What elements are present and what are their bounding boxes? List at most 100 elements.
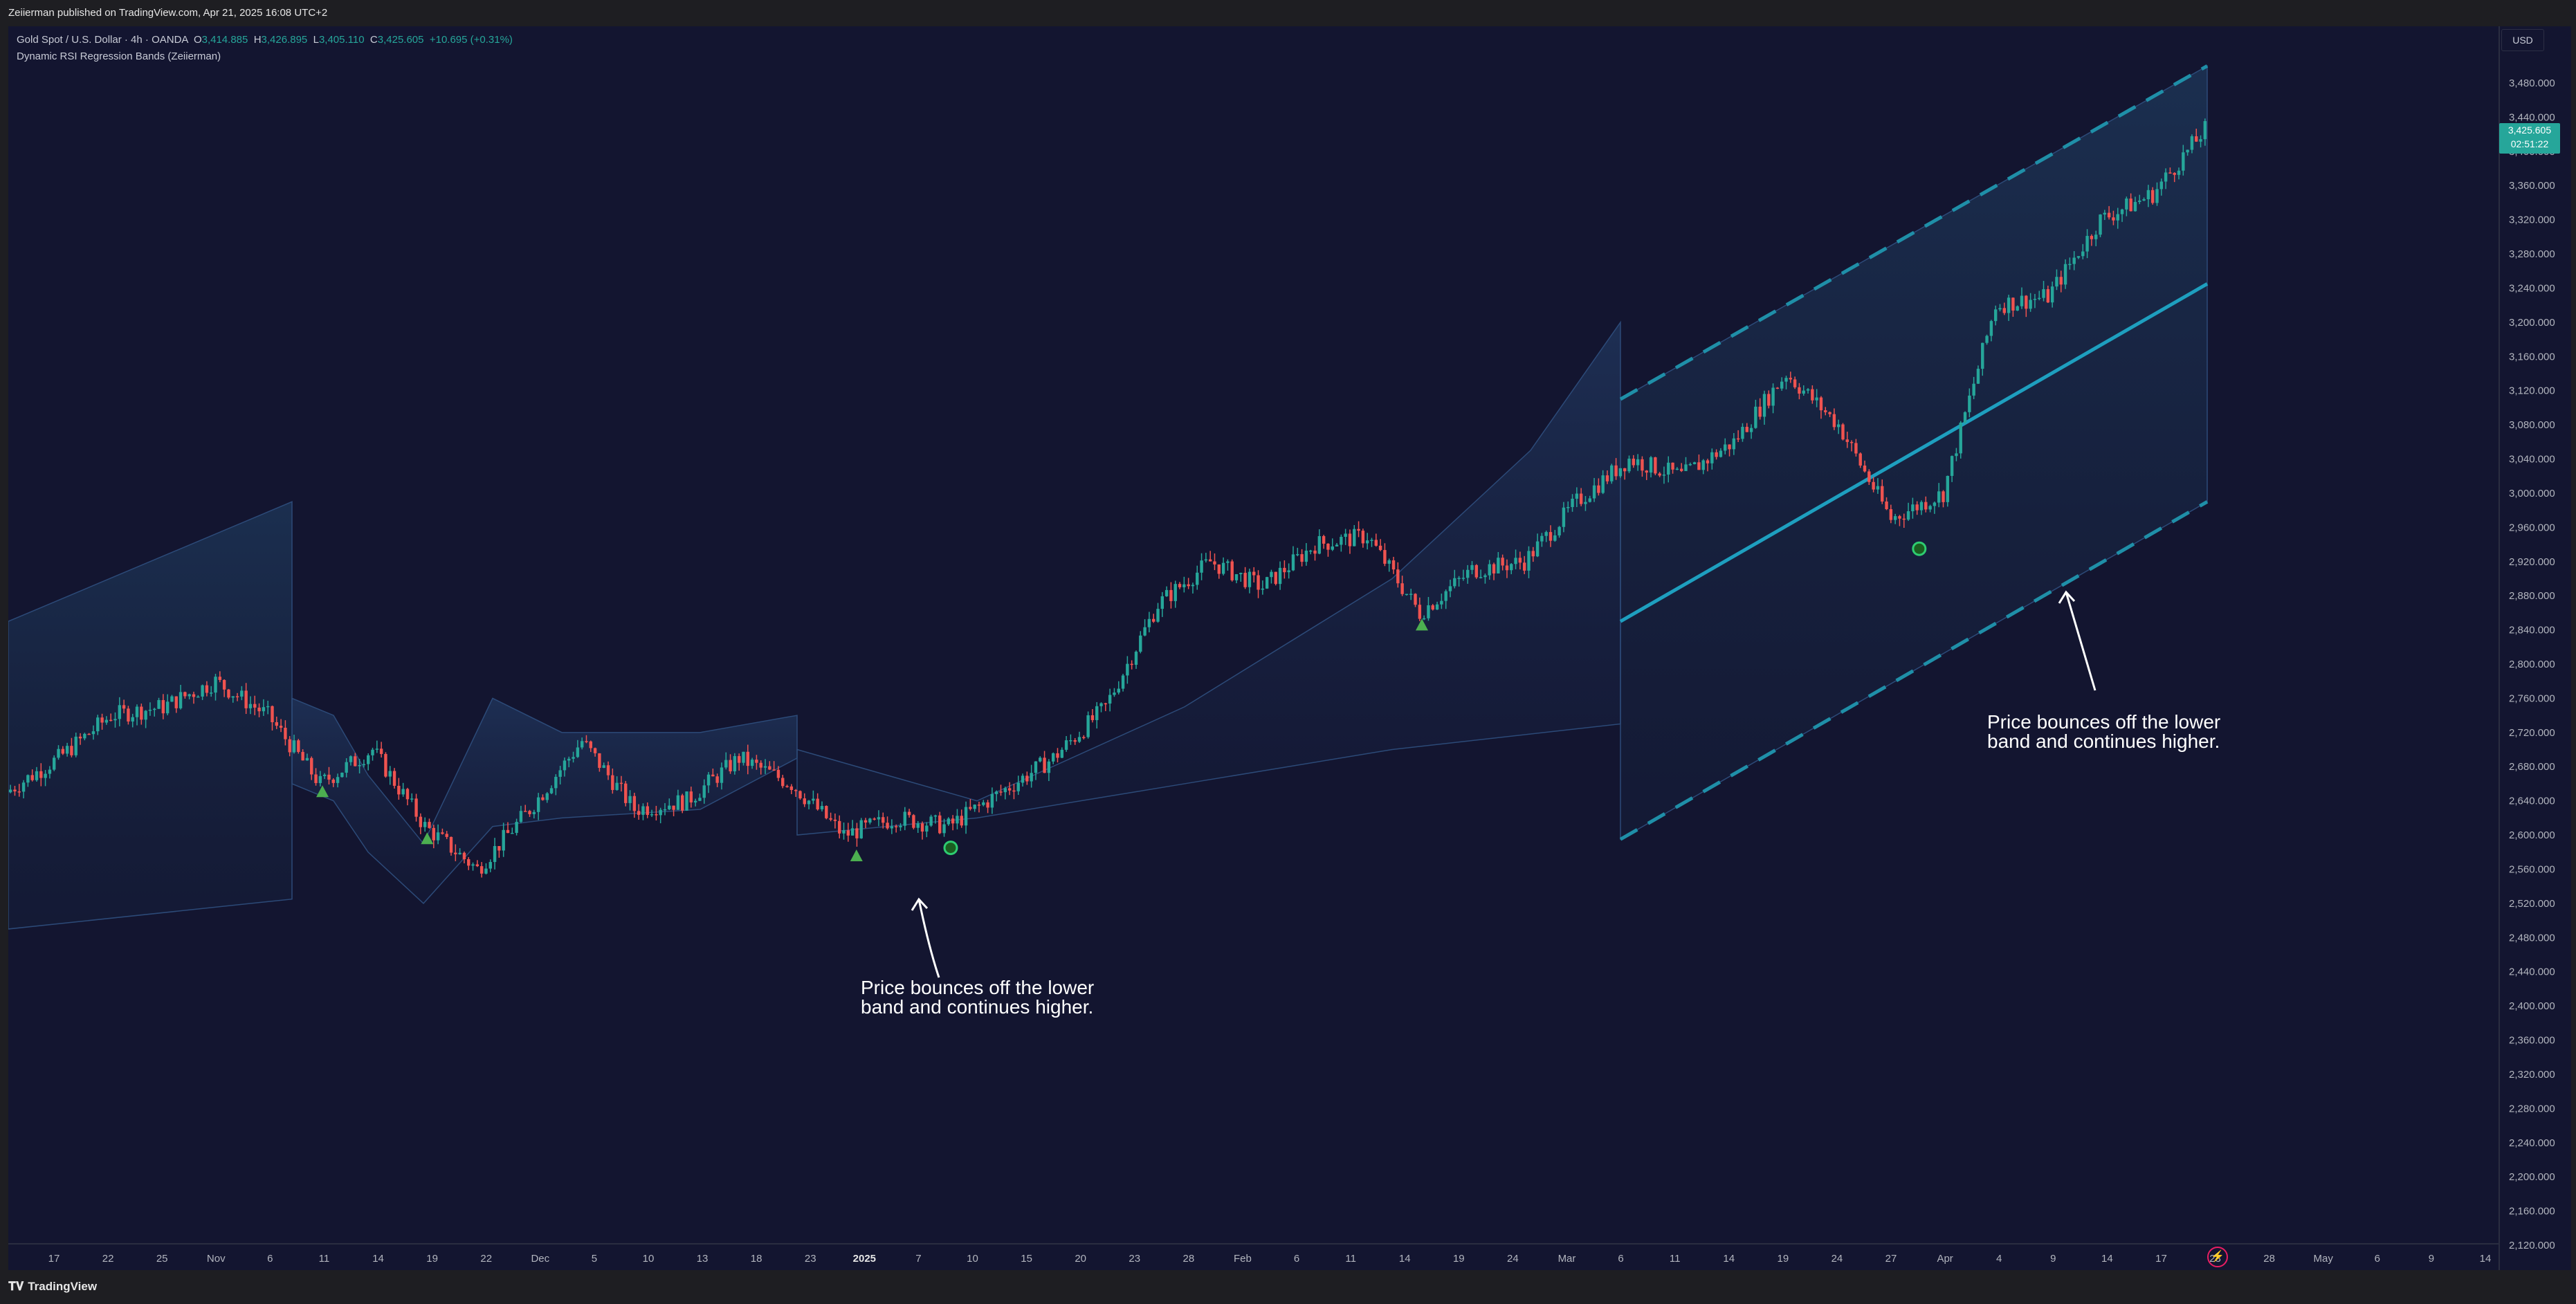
candle-body <box>1361 531 1365 544</box>
flash-icon[interactable]: ⚡ <box>2207 1247 2228 1267</box>
candle-body <box>1824 410 1827 412</box>
price-axis-label: 3,320.000 <box>2509 214 2555 226</box>
candle-body <box>493 846 497 863</box>
candle-body <box>327 774 331 780</box>
candle-body <box>1819 397 1823 411</box>
candle-body <box>1291 554 1295 571</box>
candle-body <box>938 815 942 834</box>
time-axis-label: 14 <box>2101 1253 2113 1265</box>
candle-body <box>161 700 165 714</box>
candle-body <box>1016 782 1020 791</box>
candle-body <box>2103 212 2107 215</box>
candle-body <box>1466 569 1470 578</box>
candle-body <box>868 818 872 823</box>
candle-body <box>144 710 147 720</box>
candle-body <box>1540 535 1544 542</box>
candle-body <box>1736 438 1740 440</box>
signal-triangle-icon <box>1416 618 1428 631</box>
symbol-label[interactable]: Gold Spot / U.S. Dollar · 4h · OANDA <box>17 34 188 46</box>
candle-body <box>1793 379 1797 387</box>
candle-body <box>1522 562 1526 571</box>
candle-body <box>1989 321 1993 336</box>
candle-body <box>2029 300 2032 309</box>
candle-body <box>53 757 56 770</box>
candle-body <box>2199 139 2202 142</box>
candle-body <box>646 806 649 816</box>
candle-body <box>637 811 641 815</box>
candle-body <box>999 791 1003 793</box>
candle-body <box>632 796 637 811</box>
candle-body <box>1108 695 1112 704</box>
candle-body <box>576 747 580 757</box>
candle-body <box>1841 424 1845 440</box>
candle-body <box>1806 389 1810 391</box>
candle-body <box>733 755 737 771</box>
currency-button[interactable]: USD <box>2501 29 2544 51</box>
candle-body <box>2063 264 2067 285</box>
candle-body <box>1933 502 1937 506</box>
candle-body <box>87 733 91 735</box>
candle-body <box>1064 740 1068 750</box>
candle-body <box>524 811 527 812</box>
candle-body <box>109 719 113 722</box>
candle-body <box>1156 609 1160 622</box>
candle-body <box>986 802 989 808</box>
candle-body <box>1675 468 1679 470</box>
candle-body <box>1584 502 1587 504</box>
annotation-arrow <box>2065 591 2097 691</box>
publish-header: Zeiierman published on TradingView.com, … <box>0 0 2576 26</box>
time-axis-label: 19 <box>426 1253 438 1265</box>
candle-body <box>2002 308 2006 313</box>
price-chart[interactable]: 3,480.0003,440.0003,400.0003,360.0003,32… <box>8 26 2571 1270</box>
candle-body <box>1885 501 1888 509</box>
candle-body <box>340 772 344 778</box>
candle-body <box>1562 507 1566 527</box>
band-segment <box>291 697 798 904</box>
candle-body <box>886 823 889 829</box>
candle-body <box>1728 444 1731 450</box>
candle-body <box>990 793 994 808</box>
candle-body <box>933 815 938 817</box>
candle-body <box>964 807 968 826</box>
candle-body <box>1985 336 1989 343</box>
candle-body <box>65 746 69 754</box>
time-axis-label: 19 <box>1453 1253 1465 1265</box>
candle-body <box>663 809 667 811</box>
price-axis-label: 3,440.000 <box>2509 111 2555 123</box>
candle-body <box>528 811 531 814</box>
candle-body <box>1039 757 1042 762</box>
candle-body <box>179 692 183 708</box>
time-axis-label: May <box>2314 1253 2334 1265</box>
candle-body <box>1414 594 1417 605</box>
candle-body <box>846 830 850 836</box>
candle-body <box>1422 618 1426 620</box>
candle-body <box>1409 594 1413 595</box>
candle-body <box>549 788 554 793</box>
candle-body <box>1370 540 1373 541</box>
candle-body <box>1898 516 1901 519</box>
candle-body <box>2129 199 2132 212</box>
price-axis-label: 2,440.000 <box>2509 966 2555 978</box>
price-axis-label: 3,120.000 <box>2509 385 2555 397</box>
candle-body <box>1221 562 1225 574</box>
candle-body <box>711 774 715 777</box>
candle-body <box>1845 439 1849 442</box>
candle-body <box>1692 462 1697 464</box>
price-axis-label: 3,360.000 <box>2509 180 2555 192</box>
candle-body <box>899 825 902 827</box>
time-axis-label: 22 <box>480 1253 492 1265</box>
indicator-label[interactable]: Dynamic RSI Regression Bands (Zeiierman) <box>17 50 221 62</box>
candle-body <box>942 824 946 834</box>
candle-body <box>1849 441 1854 443</box>
candle-body <box>698 798 702 801</box>
chart-pane[interactable]: 3,480.0003,440.0003,400.0003,360.0003,32… <box>8 26 2571 1270</box>
candle-body <box>2016 306 2019 311</box>
candle-body <box>750 760 754 766</box>
candle-body <box>1121 675 1125 689</box>
candle-body <box>279 726 283 728</box>
candle-body <box>2186 149 2189 153</box>
candle-body <box>776 769 780 778</box>
candle-body <box>558 770 562 777</box>
tradingview-logo[interactable]: 𝐓𝐕 TradingView <box>8 1280 98 1293</box>
price-axis-label: 2,880.000 <box>2509 590 2555 602</box>
